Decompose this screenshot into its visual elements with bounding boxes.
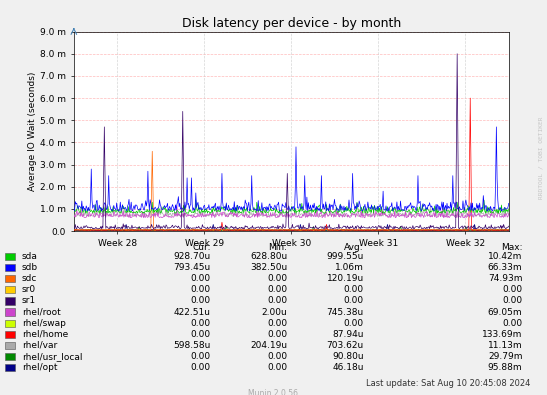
Text: Max:: Max: (501, 243, 522, 252)
Text: sr1: sr1 (22, 297, 36, 305)
Text: 0.00: 0.00 (502, 319, 522, 327)
Text: 999.55u: 999.55u (327, 252, 364, 261)
Text: rhel/opt: rhel/opt (22, 363, 57, 372)
Text: sdc: sdc (22, 275, 37, 283)
Y-axis label: Average IO Wait (seconds): Average IO Wait (seconds) (28, 71, 37, 191)
Text: 0.00: 0.00 (502, 297, 522, 305)
Text: 74.93m: 74.93m (488, 275, 522, 283)
Text: 793.45u: 793.45u (173, 263, 211, 272)
Text: 0.00: 0.00 (190, 286, 211, 294)
Text: 11.13m: 11.13m (488, 341, 522, 350)
Text: Min:: Min: (268, 243, 287, 252)
Text: 382.50u: 382.50u (250, 263, 287, 272)
Text: RRDTOOL / TOBI OETIKER: RRDTOOL / TOBI OETIKER (538, 117, 543, 199)
Text: 0.00: 0.00 (190, 297, 211, 305)
Text: 703.62u: 703.62u (327, 341, 364, 350)
Text: 120.19u: 120.19u (327, 275, 364, 283)
Text: 0.00: 0.00 (267, 286, 287, 294)
Text: rhel/var: rhel/var (22, 341, 57, 350)
Text: 0.00: 0.00 (267, 352, 287, 361)
Text: 745.38u: 745.38u (327, 308, 364, 316)
Text: 10.42m: 10.42m (488, 252, 522, 261)
Text: 598.58u: 598.58u (173, 341, 211, 350)
Text: 0.00: 0.00 (344, 297, 364, 305)
Text: 2.00u: 2.00u (261, 308, 287, 316)
Text: 0.00: 0.00 (267, 297, 287, 305)
Text: 87.94u: 87.94u (332, 330, 364, 339)
Text: 0.00: 0.00 (267, 363, 287, 372)
Text: rhel/swap: rhel/swap (22, 319, 66, 327)
Text: sr0: sr0 (22, 286, 36, 294)
Text: 928.70u: 928.70u (173, 252, 211, 261)
Text: 133.69m: 133.69m (482, 330, 522, 339)
Text: 95.88m: 95.88m (488, 363, 522, 372)
Text: 0.00: 0.00 (190, 319, 211, 327)
Text: 0.00: 0.00 (502, 286, 522, 294)
Text: 0.00: 0.00 (267, 319, 287, 327)
Text: 628.80u: 628.80u (250, 252, 287, 261)
Text: 29.79m: 29.79m (488, 352, 522, 361)
Text: rhel/home: rhel/home (22, 330, 68, 339)
Text: 0.00: 0.00 (190, 330, 211, 339)
Text: 0.00: 0.00 (344, 319, 364, 327)
Text: 0.00: 0.00 (190, 352, 211, 361)
Text: Cur:: Cur: (192, 243, 211, 252)
Text: 0.00: 0.00 (190, 363, 211, 372)
Text: rhel/usr_local: rhel/usr_local (22, 352, 83, 361)
Text: 0.00: 0.00 (267, 275, 287, 283)
Text: Avg:: Avg: (344, 243, 364, 252)
Text: 204.19u: 204.19u (250, 341, 287, 350)
Text: rhel/root: rhel/root (22, 308, 61, 316)
Text: 0.00: 0.00 (344, 286, 364, 294)
Text: 90.80u: 90.80u (332, 352, 364, 361)
Text: sda: sda (22, 252, 38, 261)
Text: 69.05m: 69.05m (488, 308, 522, 316)
Text: sdb: sdb (22, 263, 38, 272)
Text: 66.33m: 66.33m (488, 263, 522, 272)
Text: 1.06m: 1.06m (335, 263, 364, 272)
Text: 46.18u: 46.18u (332, 363, 364, 372)
Text: Munin 2.0.56: Munin 2.0.56 (248, 389, 299, 395)
Title: Disk latency per device - by month: Disk latency per device - by month (182, 17, 401, 30)
Text: 422.51u: 422.51u (173, 308, 211, 316)
Text: 0.00: 0.00 (190, 275, 211, 283)
Text: Last update: Sat Aug 10 20:45:08 2024: Last update: Sat Aug 10 20:45:08 2024 (366, 379, 531, 388)
Text: 0.00: 0.00 (267, 330, 287, 339)
